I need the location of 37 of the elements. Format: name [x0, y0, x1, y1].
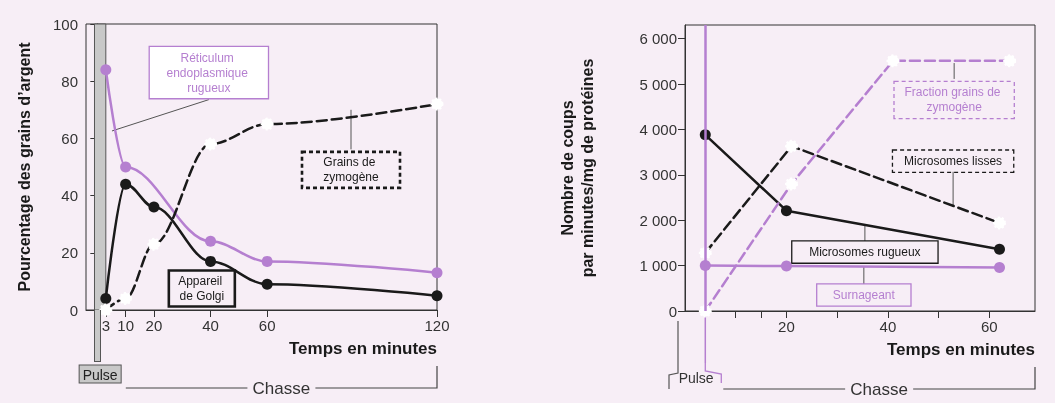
- x-tick-label: 40: [879, 318, 897, 335]
- series-label: Appareil de Golgi: [178, 274, 226, 304]
- x-tick-label: 10: [117, 317, 134, 334]
- x-tick-label: 3: [101, 317, 110, 334]
- y-tick-label: 100: [52, 15, 78, 33]
- series-label: Microsomes lisses: [904, 154, 1003, 169]
- series-label: Microsomes rugueux: [809, 245, 921, 260]
- series-label: Surnageant: [832, 287, 896, 302]
- y-tick-label: 4 000: [639, 120, 677, 138]
- x-tick-label: 60: [258, 317, 276, 334]
- y-tick-label: 80: [61, 72, 78, 90]
- y-tick-label: 20: [61, 244, 78, 262]
- x-tick-label: 20: [778, 318, 795, 335]
- y-tick-label: 2 000: [639, 211, 677, 229]
- y-tick-label: 40: [61, 187, 78, 205]
- series-label: Fraction grains de zymogène: [904, 85, 1004, 115]
- y-tick-label: 0: [668, 302, 677, 320]
- y-tick-label: 1 000: [639, 257, 677, 275]
- ref-line-label: Pulse: [678, 370, 714, 386]
- x-axis-title: Temps en minutes: [887, 340, 1035, 359]
- text: Chasse: [850, 379, 908, 399]
- x-tick-label: 20: [145, 317, 163, 334]
- y-axis-title: Pourcentage des grains d’argent: [15, 41, 33, 292]
- x-tick-label: 120: [424, 317, 450, 334]
- text: Chasse: [252, 378, 311, 398]
- text: Réticulum endoplasmique rugueux: [166, 50, 252, 95]
- y-axis-title: Nombre de coups par minutes/mg de protéines: [558, 58, 596, 278]
- x-axis-title: Temps en minutes: [289, 339, 437, 358]
- text: Grains de zymogène: [323, 155, 380, 185]
- y-tick-label: 60: [61, 129, 78, 147]
- y-tick-label: 0: [69, 301, 78, 319]
- y-tick-label: 3 000: [639, 166, 677, 184]
- band-label: Pulse: [82, 366, 118, 383]
- y-tick-label: 5 000: [639, 75, 677, 93]
- x-tick-label: 40: [202, 317, 219, 334]
- x-tick-label: 60: [981, 318, 998, 335]
- y-tick-label: 6 000: [639, 30, 677, 48]
